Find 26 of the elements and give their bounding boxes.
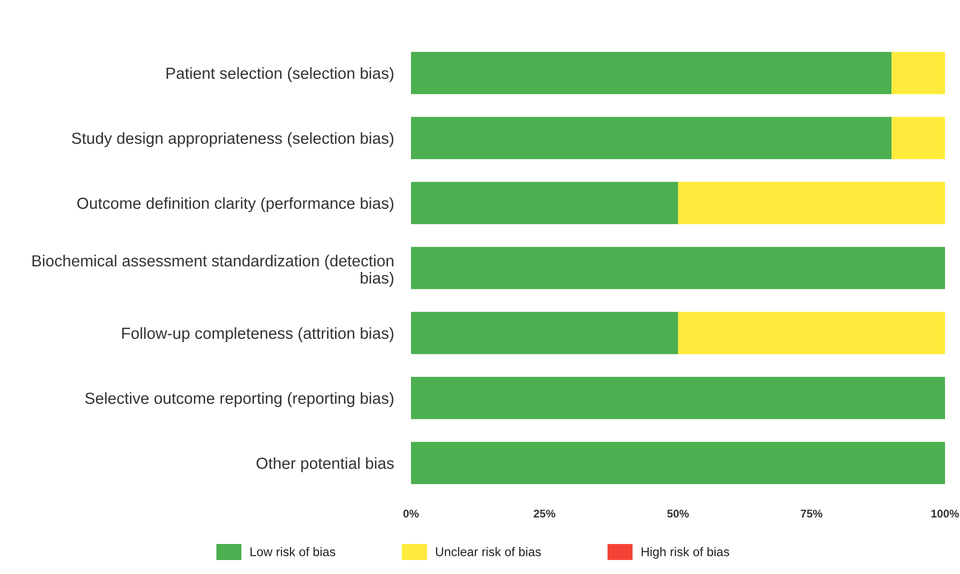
x-tick-label: 75% — [800, 510, 822, 518]
bar — [678, 312, 945, 354]
bar — [678, 182, 945, 224]
bar — [411, 376, 945, 420]
x-tick-label: 0% — [403, 510, 419, 518]
y-tick-label: Outcome definition clarity (performance bias) — [77, 197, 394, 212]
bar — [411, 182, 678, 224]
y-tick-label: Other potential bias — [256, 457, 394, 472]
bar — [411, 116, 892, 160]
x-tick-label: 25% — [534, 510, 556, 518]
legend-label: High risk of bias — [642, 547, 730, 559]
legend-label: Unclear risk of bias — [436, 547, 541, 556]
x-tick-label: 100% — [931, 510, 959, 518]
bar — [411, 442, 945, 484]
y-tick-label: Study design appropriateness (selection bias) — [72, 132, 394, 148]
bar — [411, 246, 945, 290]
x-tick-label: 50% — [667, 510, 689, 518]
y-tick-label: Biochemical assessment standardization (detection bias) — [32, 254, 394, 287]
bar — [892, 52, 945, 94]
y-tick-label: Follow-up completeness (attrition bias) — [122, 327, 394, 342]
y-tick-label: Patient selection (selection bias) — [166, 67, 394, 82]
y-tick-label: Selective outcome reporting (reporting bias) — [85, 392, 394, 408]
bar — [892, 116, 945, 160]
bar — [411, 312, 678, 354]
bar — [411, 52, 892, 94]
legend-label: Low risk of bias — [250, 547, 336, 556]
